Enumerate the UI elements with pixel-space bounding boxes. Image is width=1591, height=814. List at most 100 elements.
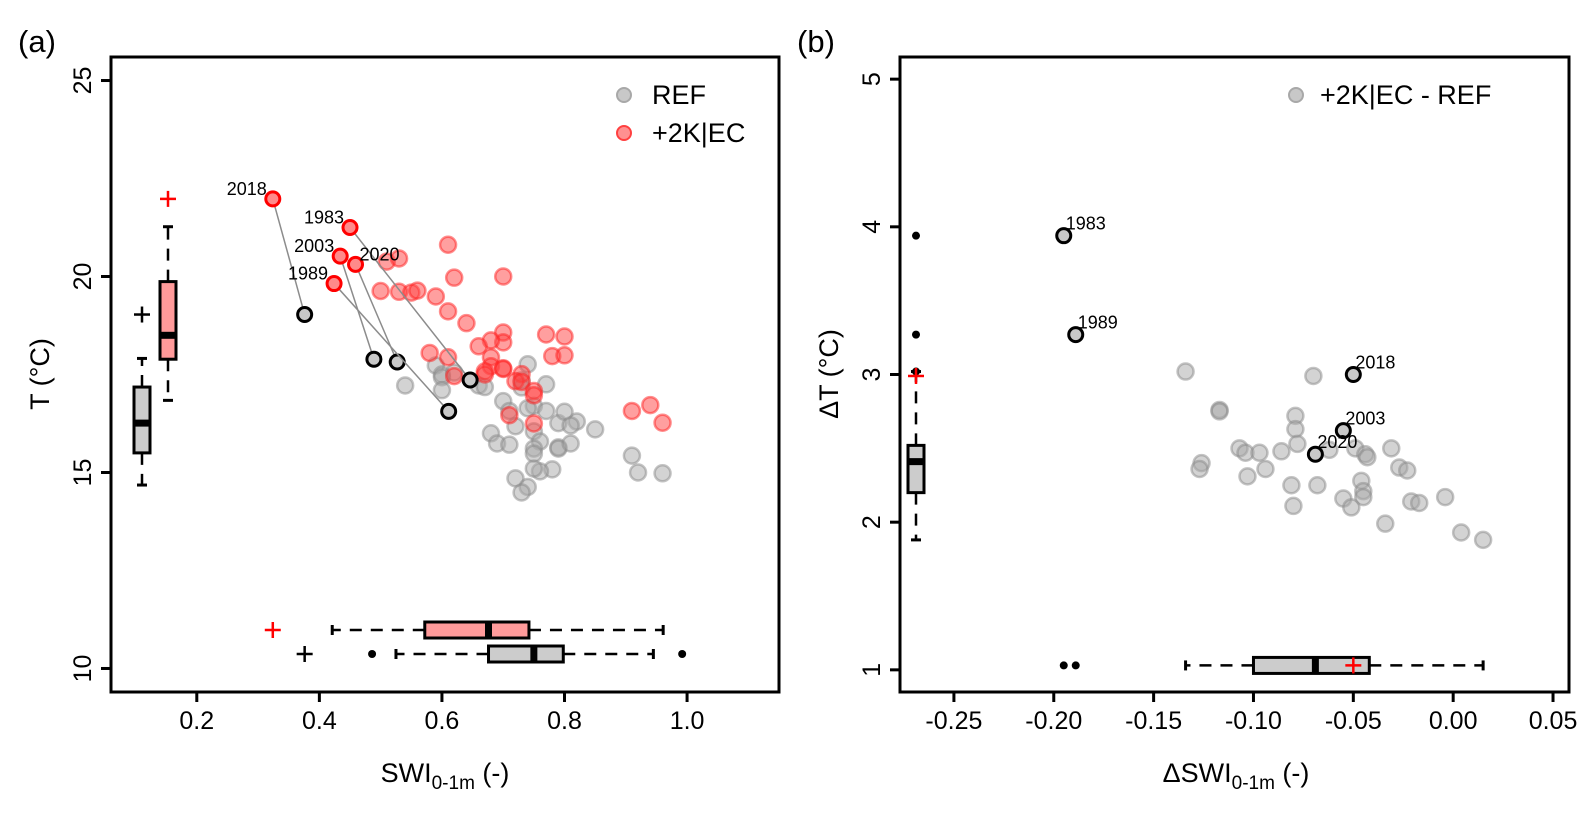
diff-point [1435, 487, 1455, 507]
ec-point [500, 406, 519, 425]
ref-point [524, 444, 544, 463]
panel-b-xlabel-suffix: (-) [1275, 758, 1309, 788]
ec-point [420, 343, 439, 363]
panel-a-label: (a) [18, 24, 56, 59]
legend-diff-label: +2K|EC - REF [1320, 80, 1491, 110]
panel-b-xlabel-main: ΔSWI [1163, 758, 1232, 788]
year-connector-line [333, 283, 450, 412]
panel-a-legend: REF +2K|EC [616, 80, 745, 148]
ref-point [653, 464, 672, 483]
ec-point [457, 313, 476, 333]
panel-b-xlabel-sub: 0-1m [1232, 773, 1275, 794]
ref-point [432, 380, 452, 400]
diff-point [1176, 362, 1195, 381]
boxplot-dt [906, 231, 926, 542]
box [423, 620, 531, 640]
boxplot-dswi [1059, 655, 1485, 675]
ec-point [438, 302, 458, 321]
diff-point [1382, 439, 1401, 458]
legend-ec-label: +2K|EC [652, 118, 745, 148]
box [158, 280, 178, 361]
y-tick-label: 15 [69, 459, 97, 487]
box [906, 443, 926, 495]
diff-point [1473, 530, 1493, 550]
ec-point [371, 281, 390, 301]
ec-point [493, 267, 513, 286]
box [1251, 655, 1371, 675]
ec-point [426, 287, 446, 306]
ec-point [653, 413, 672, 432]
ec-point [493, 359, 513, 379]
panel-a-xlabel-sub: 0-1m [432, 773, 475, 794]
diff-point [1288, 434, 1307, 454]
x-tick-label: 0.4 [302, 707, 337, 735]
diff-highlight-point [1306, 445, 1324, 463]
ec-point [389, 249, 409, 268]
ref-highlight-point [365, 350, 383, 368]
outlier-point [912, 231, 920, 240]
ec-point [555, 327, 574, 346]
diff-highlight-point [1344, 366, 1362, 383]
box [487, 644, 565, 664]
diff-highlight-point [1334, 422, 1352, 440]
ref-point [628, 463, 648, 482]
year-label: 2020 [1317, 432, 1357, 452]
y-tick-label: 1 [858, 663, 886, 677]
panel-b-y-axis: 1 2 3 4 5 [858, 72, 900, 677]
ec-point [512, 372, 531, 392]
diff-point [1304, 366, 1323, 386]
diff-point [1250, 443, 1269, 463]
x-tick-label: 0.6 [425, 707, 460, 735]
diff-point [1210, 402, 1229, 421]
diff-highlight-point [1067, 326, 1085, 344]
boxplot-t-ec [158, 225, 178, 402]
panel-b-legend: +2K|EC - REF [1288, 80, 1491, 110]
marker-t-ref [134, 306, 150, 323]
panel-a-x-axis: 0.2 0.4 0.6 0.8 1.0 [179, 692, 704, 735]
year-label: 1983 [1066, 214, 1106, 234]
year-connector-line [272, 198, 306, 315]
panel-a-marks: 2018 1983 2003 2020 1989 [132, 179, 687, 664]
ec-highlight-point [264, 190, 282, 208]
ref-point [500, 435, 519, 454]
panel-b-marks: 1983 1989 2018 2003 2020 [906, 214, 1493, 675]
ref-highlight-point [440, 402, 458, 420]
legend-ref-label: REF [652, 80, 706, 110]
panel-a-plot-frame [109, 55, 781, 694]
ref-point [561, 434, 580, 453]
ec-point [444, 366, 464, 386]
panel-a-xlabel-main: SWI [381, 758, 432, 788]
year-label: 1989 [288, 264, 328, 284]
ec-highlight-point [341, 219, 359, 237]
diff-point [1256, 459, 1275, 479]
outlier-point [1071, 661, 1080, 670]
boxplot-swi-ec [330, 620, 665, 640]
diff-point [1238, 467, 1257, 486]
ref-point [536, 401, 556, 421]
ref-point [622, 446, 642, 465]
panel-b-label: (b) [797, 24, 835, 59]
ec-point [408, 281, 427, 300]
y-tick-label: 5 [858, 72, 886, 86]
panel-a-y-axis: 10 15 20 25 [69, 67, 111, 682]
x-tick-label: -0.05 [1325, 707, 1382, 735]
panel-b-x-axis-title: ΔSWI0-1m (-) [1163, 758, 1310, 794]
x-tick-label: -0.20 [1025, 707, 1082, 735]
ec-point [555, 346, 574, 365]
diff-point [1342, 498, 1361, 517]
diff-point [1272, 442, 1291, 461]
ref-point [561, 416, 580, 435]
diff-point [1409, 493, 1429, 513]
year-label: 1983 [304, 208, 344, 228]
diff-point [1282, 476, 1301, 495]
ec-point [536, 325, 556, 344]
y-tick-label: 4 [858, 220, 886, 234]
x-tick-label: 0.8 [547, 707, 582, 735]
year-label: 2003 [294, 236, 334, 256]
x-tick-label: -0.15 [1125, 707, 1182, 735]
ec-point [641, 395, 660, 415]
legend-ec-marker [616, 125, 632, 141]
ref-point [395, 376, 415, 395]
ref-point [585, 420, 605, 439]
ref-point [524, 459, 544, 478]
